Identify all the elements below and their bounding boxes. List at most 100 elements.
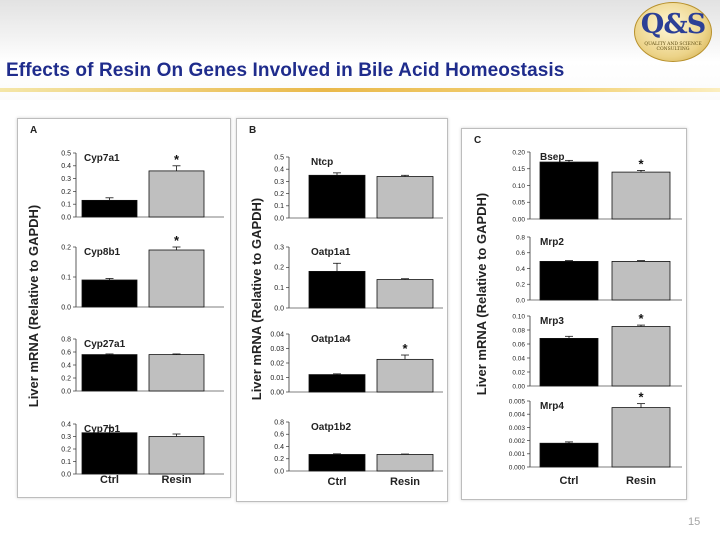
- logo-tagline: QUALITY AND SCIENCE CONSULTING: [644, 42, 702, 52]
- panel-b-oatp1a1-tick-label: 0.0: [274, 305, 284, 312]
- panel-b-ntcp-ctrl-bar: [308, 174, 366, 219]
- panel-b: B Liver mRNA (Relative to GAPDH) 0.0 0.1 0.2…: [236, 118, 448, 502]
- panel-a-letter: A: [30, 125, 37, 136]
- panel-b-ntcp-tick-label: 0.0: [274, 215, 284, 222]
- panel-a-chart: A Liver mRNA (Relative to GAPDH) 0.0 0.1 0.2…: [26, 125, 224, 486]
- panel-a-cyp7b1-gene-label: Cyp7b1: [84, 424, 121, 435]
- panel-c-mrp4-tick-label: 0.003: [509, 425, 526, 432]
- panel-c-mrp3-tick-label: 0.04: [512, 355, 525, 362]
- panel-c-mrp3-tick-label: 0.10: [512, 313, 525, 320]
- panel-a-cyp7b1-ctrl-bar: [81, 432, 138, 475]
- title-divider: [0, 88, 720, 92]
- panel-c-bsep-ctrl-bar: [539, 161, 599, 220]
- panel-b-oatp1a4-tick-label: 0.04: [270, 331, 284, 338]
- panel-b-ntcp-tick-label: 0.5: [274, 154, 284, 161]
- panel-c-mrp3-tick-label: 0.00: [512, 383, 525, 390]
- panel-b-oatp1a4-ctrl-bar: [308, 374, 366, 393]
- panel-c-bsep-tick-label: 0.20: [512, 149, 525, 156]
- panel-b-category-label-ctrl: Ctrl: [328, 476, 347, 488]
- panel-b-ntcp-resin-bar: [376, 176, 434, 219]
- panel-b-oatp1b2-ctrl-bar: [308, 454, 366, 472]
- panel-b-oatp1b2-resin-bar: [376, 454, 434, 472]
- panel-c-mrp4-tick-label: 0.001: [509, 451, 526, 458]
- panel-a-y-axis-label: Liver mRNA (Relative to GAPDH): [26, 205, 41, 408]
- panel-a-cyp8b1-ctrl-bar: [81, 279, 138, 308]
- panel-c-mrp2-tick-label: 0.6: [516, 250, 525, 257]
- panel-b-chart: B Liver mRNA (Relative to GAPDH) 0.0 0.1 0.2…: [249, 125, 443, 488]
- panel-a-cyp7b1-tick-label: 0.2: [61, 446, 71, 453]
- panel-c-mrp4-gene-label: Mrp4: [540, 401, 564, 412]
- panel-b-oatp1a4-resin-bar: [376, 358, 434, 393]
- panel-b-oatp1b2-tick-label: 0.8: [274, 419, 284, 426]
- panel-b-oatp1a4-gene-label: Oatp1a4: [311, 334, 351, 345]
- panel-a-cyp7b1-tick-label: 0.0: [61, 471, 71, 478]
- panel-b-oatp1a4-tick-label: 0.01: [270, 375, 284, 382]
- panel-b-oatp1a4-tick-label: 0.00: [270, 389, 284, 396]
- panel-b-oatp1b2-tick-label: 0.4: [274, 444, 284, 451]
- panel-c-mrp4-tick-label: 0.000: [509, 464, 526, 471]
- panel-c-mrp4-resin-bar: [611, 407, 671, 468]
- panel-c-mrp3-gene-label: Mrp3: [540, 316, 564, 327]
- panel-a-cyp7a1-tick-label: 0.1: [61, 202, 71, 209]
- panel-a-cyp27a1-gene-label: Cyp27a1: [84, 339, 126, 350]
- panel-a-cyp8b1-resin-significance-marker: *: [174, 233, 180, 248]
- panel-c-mrp4-tick-label: 0.005: [509, 398, 526, 405]
- panel-c-mrp3-tick-label: 0.06: [512, 341, 525, 348]
- page-number: 15: [688, 516, 701, 528]
- panel-a-cyp27a1-tick-label: 0.4: [61, 362, 71, 369]
- panel-b-ntcp-tick-label: 0.1: [274, 203, 284, 210]
- panel-c-mrp2-tick-label: 0.8: [516, 234, 525, 241]
- panel-c-bsep-tick-label: 0.10: [512, 183, 525, 190]
- panel-c-letter: C: [474, 135, 481, 146]
- panel-c-y-axis-label: Liver mRNA (Relative to GAPDH): [474, 193, 489, 396]
- panel-c-bsep-tick-label: 0.05: [512, 200, 525, 207]
- panel-a-category-label-resin: Resin: [162, 474, 192, 486]
- panel-b-category-label-resin: Resin: [390, 476, 420, 488]
- panel-a-cyp7a1-tick-label: 0.0: [61, 214, 71, 221]
- panel-a-cyp27a1-tick-label: 0.0: [61, 388, 71, 395]
- logo-mark: Q&S: [640, 9, 706, 40]
- panel-a: A Liver mRNA (Relative to GAPDH) 0.0 0.1 0.2…: [17, 118, 231, 498]
- panel-a-cyp7a1-tick-label: 0.3: [61, 176, 71, 183]
- panel-c-mrp4-resin-significance-marker: *: [638, 390, 644, 405]
- panel-a-cyp8b1-tick-label: 0.2: [61, 244, 71, 251]
- panel-a-cyp8b1-tick-label: 0.1: [61, 274, 71, 281]
- panel-c-mrp3-ctrl-bar: [539, 337, 599, 387]
- panel-c-bsep-gene-label: Bsep: [540, 152, 564, 163]
- panel-b-oatp1b2-tick-label: 0.6: [274, 432, 284, 439]
- panel-a-cyp27a1-tick-label: 0.6: [61, 349, 71, 356]
- panel-c-mrp4-tick-label: 0.004: [509, 412, 526, 419]
- panel-b-ntcp-gene-label: Ntcp: [311, 157, 333, 168]
- panel-a-cyp7a1-tick-label: 0.2: [61, 189, 71, 196]
- panel-c-mrp2-gene-label: Mrp2: [540, 237, 564, 248]
- panel-b-oatp1a1-ctrl-bar: [308, 270, 366, 309]
- panel-c-chart: C Liver mRNA (Relative to GAPDH) 0.00 0.05 0…: [474, 135, 682, 487]
- panel-c-bsep-tick-label: 0.15: [512, 166, 525, 173]
- panel-c-mrp2-tick-label: 0.2: [516, 282, 525, 289]
- panel-a-cyp8b1-resin-bar: [148, 249, 205, 308]
- panel-c-bsep-resin-significance-marker: *: [638, 156, 644, 171]
- header-band: [0, 0, 720, 100]
- panel-c-mrp3-tick-label: 0.02: [512, 369, 525, 376]
- panel-b-oatp1b2-gene-label: Oatp1b2: [311, 422, 351, 433]
- panel-c-mrp4-tick-label: 0.002: [509, 438, 526, 445]
- panel-b-y-axis-label: Liver mRNA (Relative to GAPDH): [249, 198, 264, 401]
- panel-a-cyp7b1-tick-label: 0.1: [61, 459, 71, 466]
- panel-b-oatp1a1-tick-label: 0.3: [274, 244, 284, 251]
- panel-b-oatp1a1-tick-label: 0.1: [274, 285, 284, 292]
- panel-b-ntcp-tick-label: 0.4: [274, 167, 284, 174]
- panel-a-cyp8b1-tick-label: 0.0: [61, 304, 71, 311]
- panel-a-cyp7a1-gene-label: Cyp7a1: [84, 153, 120, 164]
- panel-a-cyp7b1-resin-bar: [148, 436, 205, 475]
- panel-c-mrp3-resin-significance-marker: *: [638, 311, 644, 326]
- panel-b-letter: B: [249, 125, 256, 136]
- panel-b-oatp1b2-tick-label: 0.0: [274, 468, 284, 475]
- panel-c-bsep-resin-bar: [611, 171, 671, 220]
- panel-a-cyp27a1-resin-bar: [148, 354, 205, 392]
- panel-c-mrp4-ctrl-bar: [539, 442, 599, 468]
- panel-a-cyp7a1-ctrl-bar: [81, 199, 138, 218]
- panel-c-bsep-tick-label: 0.00: [512, 216, 525, 223]
- panel-b-ntcp-tick-label: 0.2: [274, 191, 284, 198]
- panel-c-category-label-resin: Resin: [626, 475, 656, 487]
- panel-a-cyp27a1-tick-label: 0.2: [61, 375, 71, 382]
